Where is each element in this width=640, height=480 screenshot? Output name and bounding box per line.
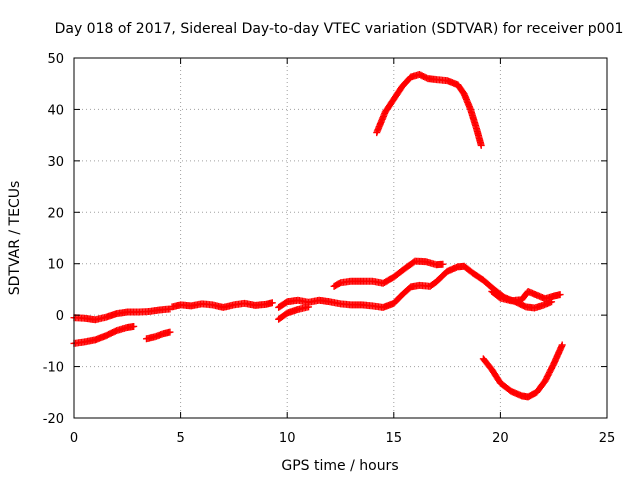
data-point	[558, 341, 566, 349]
series-arc-2	[70, 322, 138, 347]
y-tick-label: 10	[47, 258, 64, 273]
series-arc-4	[168, 299, 276, 311]
series-arc-10	[488, 287, 564, 305]
data-point	[268, 299, 276, 307]
series-arc-3	[142, 328, 174, 343]
x-tick-label: 25	[599, 431, 616, 446]
data-point	[166, 328, 174, 336]
data-point	[305, 303, 313, 311]
data-point	[477, 141, 485, 149]
x-tick-label: 5	[176, 431, 184, 446]
grid	[74, 58, 607, 418]
data-point	[439, 260, 447, 268]
series-arc-7	[330, 257, 447, 290]
y-tick-label: 40	[47, 103, 64, 118]
data-point	[130, 322, 138, 330]
y-axis-ticks: -20 -10 0 10 20 30 40 50	[43, 52, 607, 427]
x-axis-ticks: 0 5 10 15 20 25	[70, 58, 615, 446]
x-tick-label: 0	[70, 431, 78, 446]
plot-frame	[73, 57, 608, 419]
series-arc-5	[275, 262, 556, 312]
y-tick-label: 50	[47, 52, 64, 67]
series-arc-6	[275, 303, 313, 323]
data-marks	[70, 70, 566, 401]
y-tick-label: 20	[47, 206, 64, 221]
series-arc-8	[373, 70, 485, 149]
y-tick-label: -10	[43, 361, 64, 376]
x-tick-label: 10	[279, 431, 296, 446]
chart-title: Day 018 of 2017, Sidereal Day-to-day VTE…	[55, 21, 624, 37]
data-point	[556, 291, 564, 299]
y-tick-label: -20	[43, 412, 64, 427]
series-arc-1	[70, 305, 174, 324]
x-axis-label: GPS time / hours	[281, 458, 398, 474]
series-arc-9	[479, 341, 566, 401]
y-axis-label: SDTVAR / TECUs	[7, 181, 23, 296]
data-point	[548, 298, 556, 306]
x-tick-label: 20	[492, 431, 509, 446]
x-tick-label: 15	[386, 431, 403, 446]
y-tick-label: 30	[47, 155, 64, 170]
y-tick-label: 0	[56, 309, 64, 324]
